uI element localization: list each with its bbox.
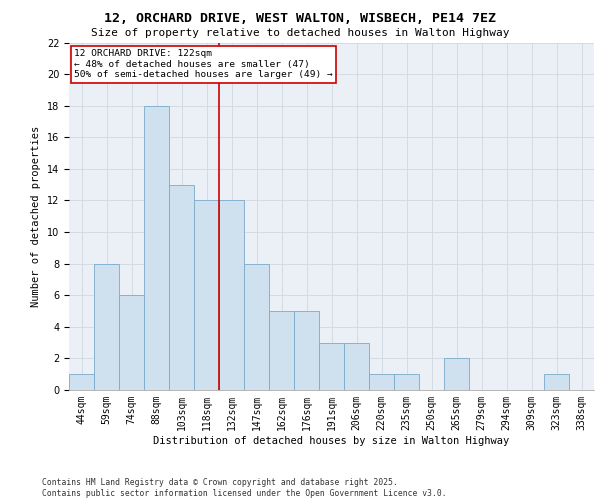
Bar [219,200,244,390]
Y-axis label: Number of detached properties: Number of detached properties [31,126,41,307]
Text: Size of property relative to detached houses in Walton Highway: Size of property relative to detached ho… [91,28,509,38]
Bar [369,374,394,390]
Text: 12 ORCHARD DRIVE: 122sqm
← 48% of detached houses are smaller (47)
50% of semi-d: 12 ORCHARD DRIVE: 122sqm ← 48% of detach… [74,50,333,80]
Bar [344,342,369,390]
X-axis label: Distribution of detached houses by size in Walton Highway: Distribution of detached houses by size … [154,436,509,446]
Bar [194,200,219,390]
Bar [294,311,319,390]
Text: Contains HM Land Registry data © Crown copyright and database right 2025.
Contai: Contains HM Land Registry data © Crown c… [42,478,446,498]
Bar [69,374,94,390]
Text: 12, ORCHARD DRIVE, WEST WALTON, WISBECH, PE14 7EZ: 12, ORCHARD DRIVE, WEST WALTON, WISBECH,… [104,12,496,26]
Bar [169,184,194,390]
Bar [319,342,344,390]
Bar [244,264,269,390]
Bar [394,374,419,390]
Bar [144,106,169,390]
Bar [544,374,569,390]
Bar [119,295,144,390]
Bar [269,311,294,390]
Bar [94,264,119,390]
Bar [444,358,469,390]
